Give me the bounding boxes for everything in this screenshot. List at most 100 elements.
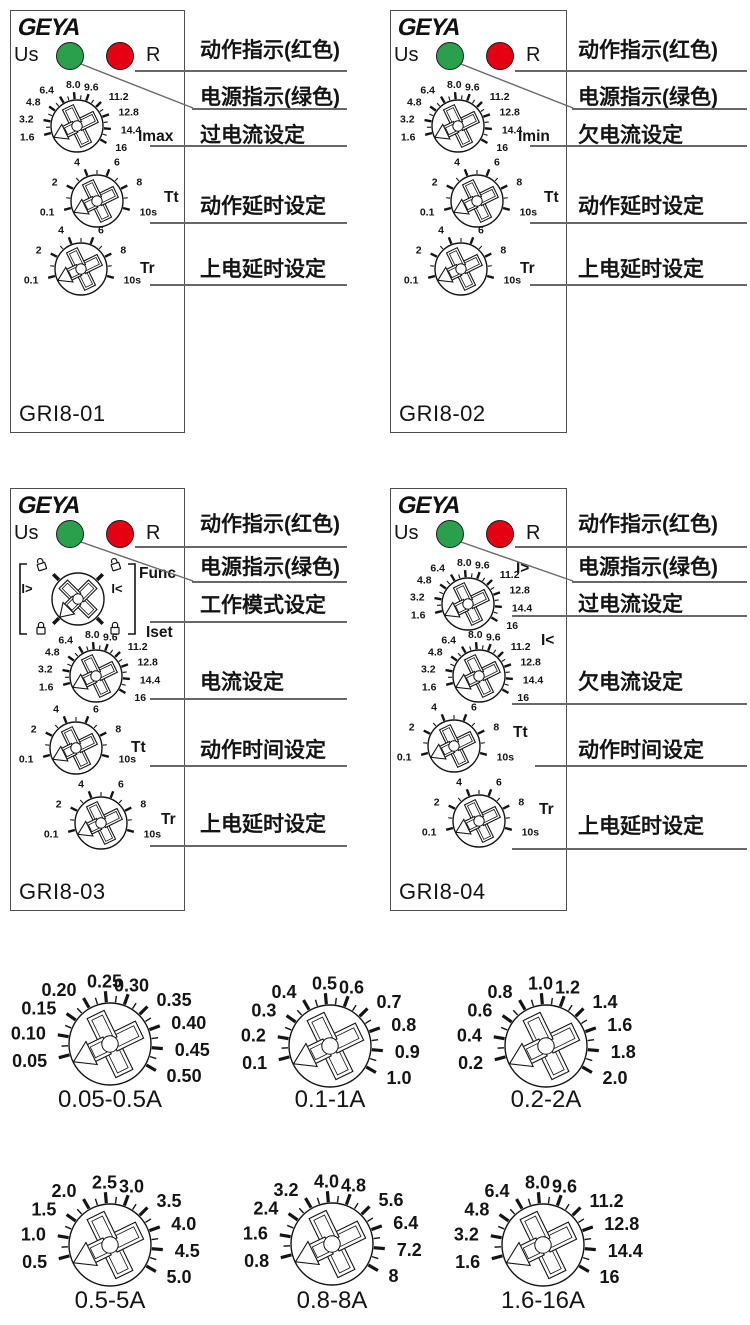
dial-0-i-knob[interactable]	[441, 581, 491, 627]
scale-value: 3.2	[273, 1180, 298, 1200]
dial-2-tt-knob[interactable]	[49, 725, 99, 771]
scale-labels: 0.1 2 4 6 8 10s	[24, 225, 141, 287]
dial-1-tt-knob[interactable]	[450, 178, 500, 224]
scale-value: 0.8	[487, 982, 512, 1002]
range-dial-00505a: 0.05 0.10 0.150.20 0.250.30 0.35 0.40 0.45 0.50	[11, 972, 210, 1086]
scale-labels: 0.1 2 4 6 8 10s	[40, 157, 157, 219]
relay-panel-gri804: GEYA Us R 1.6 3.2 4.8 6.4 8.0 9.6 11.2 12.8 14.4 16 I…	[390, 488, 567, 911]
dial-0-imax-knob[interactable]	[50, 103, 100, 149]
range-dial-011a-knob[interactable]	[288, 1011, 365, 1081]
panel-dial-graphics: 1.6 3.2 4.86.4 8.0 9.6 11.2 12.8 14.4 16 Imax 0.1 2…	[19, 79, 179, 296]
scale-value: 3.2	[19, 113, 34, 125]
scale-value: 10s	[119, 754, 137, 766]
scale-value: 4.8	[417, 575, 432, 587]
dial-0-func-knob[interactable]	[54, 579, 98, 623]
dial-2-tt-knob[interactable]	[427, 723, 477, 769]
scale-value: 16	[134, 692, 146, 704]
reset-label: R	[526, 522, 541, 544]
callout-underline	[512, 848, 747, 850]
scale-value: 6	[93, 704, 99, 716]
scale-value: 8	[493, 722, 499, 734]
scale-value: 10s	[140, 207, 158, 219]
scale-value: 4	[74, 157, 80, 169]
scale-value: 8	[516, 177, 522, 189]
dial-1-tt: 0.1 2 4 6 8 10s	[40, 157, 157, 228]
scale-value: 0.2	[241, 1026, 266, 1046]
dial-3-tr-knob[interactable]	[452, 798, 502, 844]
range-dial-022a-knob[interactable]	[504, 1011, 581, 1081]
tick-marks	[42, 715, 110, 758]
dial-0-imin-knob[interactable]	[431, 103, 481, 149]
panel-dial-graphics: 1.63.24.86.4 8.0 9.611.212.814.416I>1.63.2…	[397, 557, 554, 848]
dial-function-label: Tr	[140, 260, 155, 277]
tick-marks	[43, 92, 111, 145]
scale-value: 9.6	[486, 631, 501, 643]
dial-1-tt-knob[interactable]	[70, 178, 120, 224]
scale-value: 4.8	[26, 97, 41, 109]
range-dial-00505a-knob[interactable]	[68, 1009, 145, 1079]
range-dial-1616a-knob[interactable]	[501, 1210, 578, 1280]
scale-value: 8	[120, 245, 126, 257]
callout-label: 电源指示(绿色)	[578, 86, 718, 109]
action-led-red	[486, 520, 514, 548]
scale-value: 0.7	[377, 992, 402, 1012]
scale-value: 8.0	[525, 1173, 550, 1193]
scale-value: 2	[52, 177, 58, 189]
dial-function-label: Tt	[164, 189, 179, 206]
dial-1-i: 1.6 3.2 4.86.4 8.0 9.6 11.2 12.8 14.4 16	[421, 629, 543, 704]
dial-1-i-knob[interactable]	[452, 653, 502, 699]
scale-value: 0.20	[41, 980, 76, 1000]
scale-value: 9.6	[552, 1176, 577, 1196]
closed-lock-icon	[110, 621, 120, 635]
scale-value: 12.8	[499, 106, 520, 118]
scale-value: 1.5	[31, 1199, 56, 1219]
scale-value: 0.6	[339, 977, 364, 997]
scale-value: 0.05	[12, 1051, 47, 1071]
panel-dial-graphics: 1.6 3.2 4.86.4 8.0 9.6 11.2 12.8 14.4 16 Imin 0.1 2…	[400, 79, 559, 296]
scale-value: 11.2	[500, 569, 520, 581]
scale-value: 11.2	[109, 91, 129, 103]
scale-value: 14.4	[140, 674, 161, 686]
scale-labels: 0.1 2 4 6 8 10s	[44, 779, 161, 841]
scale-value: 9.6	[465, 81, 480, 93]
scale-value: 2	[434, 797, 440, 809]
range-dial-088a-knob[interactable]	[290, 1209, 367, 1279]
scale-value: 8.0	[457, 557, 472, 569]
scale-value: 3.2	[38, 663, 53, 675]
dial-3-tr-knob[interactable]	[74, 800, 124, 846]
scale-value: 2.4	[253, 1198, 278, 1218]
scale-value: 6.4	[393, 1213, 418, 1233]
callout-label: 上电延时设定	[200, 258, 326, 281]
scale-value: 6.4	[441, 634, 456, 646]
reset-label: R	[526, 44, 541, 66]
undercurrent-mark: I<	[111, 581, 123, 596]
dial-2-tr-knob[interactable]	[434, 246, 484, 292]
dial-1-iset-knob[interactable]	[69, 653, 119, 699]
dial-2-tr-knob[interactable]	[54, 246, 104, 292]
scale-value: 8.0	[66, 79, 81, 91]
power-led-green	[56, 42, 84, 70]
tick-marks	[62, 642, 130, 695]
scale-value: 10s	[497, 752, 515, 764]
scale-value: 16	[517, 692, 529, 704]
range-dial-055a-knob[interactable]	[68, 1210, 145, 1280]
scale-value: 1.6	[39, 682, 54, 694]
tick-marks	[57, 1192, 163, 1273]
relay-panel-gri802: GEYA Us R 1.6 3.2 4.8 6.4 8.0 9.6 11.2 12.8 14.4 16 I…	[390, 10, 567, 433]
mode-bracket-right	[128, 563, 136, 635]
scale-value: 16	[115, 142, 127, 154]
scale-value: 16	[506, 620, 518, 632]
callout-label: 上电延时设定	[578, 815, 704, 838]
callout-underline	[150, 145, 347, 147]
callout-label: 动作指示(红色)	[200, 513, 340, 536]
power-led-green	[436, 42, 464, 70]
scale-value: 12.8	[137, 656, 158, 668]
callout-underline	[572, 581, 747, 583]
callout-underline	[150, 698, 347, 700]
scale-value: 16	[600, 1267, 620, 1287]
overcurrent-mark: I>	[21, 581, 33, 596]
callout-label: 动作延时设定	[578, 195, 704, 218]
dial-0-i: 1.6 3.2 4.86.4 8.0 9.6 11.2 12.8 14.4 16	[410, 557, 532, 632]
scale-value: 3.5	[157, 1191, 182, 1211]
